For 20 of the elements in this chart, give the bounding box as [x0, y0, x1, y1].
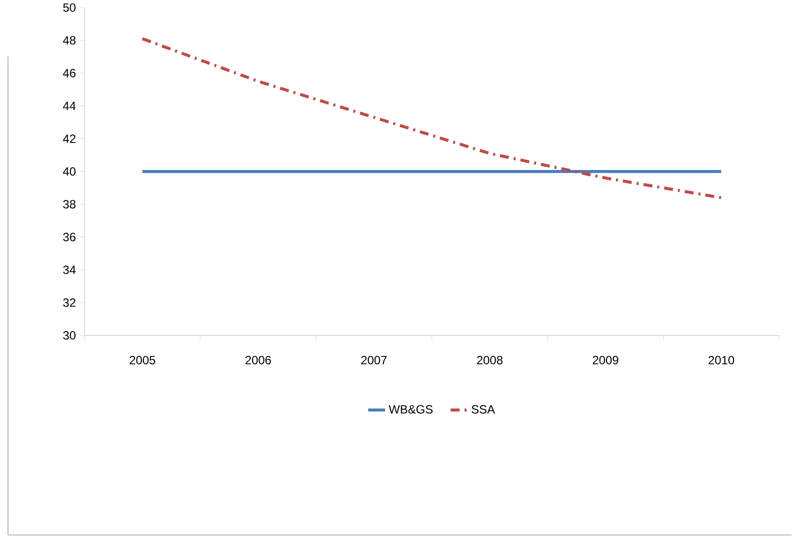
y-tick-label: 36 [63, 232, 76, 242]
y-tick-label: 40 [62, 167, 76, 176]
line-series [140, 37, 723, 200]
y-tick-label: 50 [63, 3, 76, 12]
y-tick-label: 48 [62, 36, 76, 45]
y-tick-label: 32 [63, 298, 76, 307]
x-tick-label: 2007 [361, 356, 387, 364]
x-tick-label: 2006 [245, 356, 271, 364]
x-tick-label: 2008 [477, 356, 502, 364]
y-tick-label: 42 [62, 134, 76, 143]
y-tick-label: 34 [63, 266, 76, 274]
x-tick-label: 2009 [592, 356, 618, 364]
x-tick-label: 2010 [708, 356, 734, 364]
y-tick-label: 44 [62, 102, 76, 110]
y-tick-label: 30 [63, 331, 76, 340]
y-tick-label: 46 [62, 68, 76, 78]
x-tick-label: 2005 [130, 356, 156, 364]
legend-label: SSA [472, 405, 496, 414]
legend-label: WB&GS [388, 405, 433, 414]
y-tick-label: 38 [63, 200, 76, 208]
